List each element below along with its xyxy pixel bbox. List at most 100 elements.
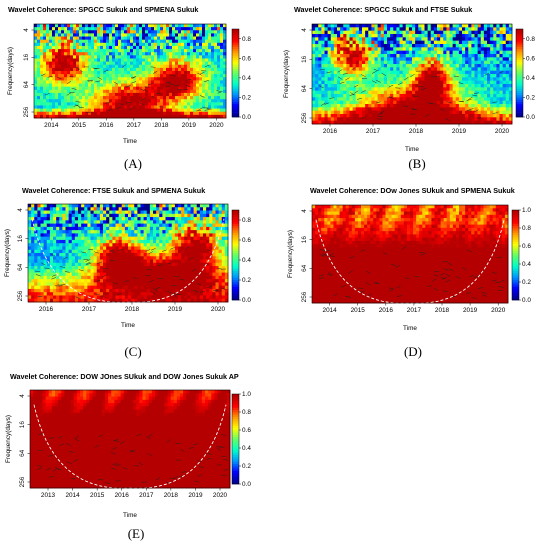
heatmap-cell [196, 243, 201, 247]
heatmap-cell [499, 80, 504, 85]
heatmap-cell [212, 226, 216, 231]
heatmap-cell [103, 39, 107, 44]
heatmap-cell [163, 108, 167, 113]
panel-a: Wavelet Coherence: SPGCC Sukuk and SPMEN… [0, 0, 272, 180]
heatmap-cell [61, 67, 65, 72]
heatmap-cell [81, 230, 85, 234]
heatmap-cell [100, 27, 104, 31]
heatmap-cell [53, 223, 57, 228]
heatmap-cell [181, 86, 185, 91]
heatmap-cell [100, 111, 104, 116]
heatmap-cell [465, 54, 469, 58]
heatmap-cell [209, 217, 213, 221]
heatmap-cell [91, 45, 95, 50]
heatmap-cell [399, 54, 404, 58]
heatmap-cell [70, 58, 74, 62]
heatmap-cell [55, 42, 59, 47]
heatmap-cell [508, 120, 513, 125]
heatmap-cell [40, 24, 44, 28]
heatmap-cell [508, 107, 513, 112]
heatmap-cell [327, 64, 332, 68]
heatmap-cell [383, 37, 388, 42]
heatmap-cell [193, 207, 198, 211]
heatmap-cell [52, 49, 56, 53]
heatmap-cell [496, 100, 500, 105]
heatmap-cell [143, 220, 148, 224]
heatmap-cell [480, 80, 485, 85]
colorbar-A: 0.00.20.40.60.8 [231, 28, 251, 121]
heatmap-cell [205, 30, 209, 34]
heatmap-cell [106, 36, 110, 41]
heatmap-cell [181, 55, 185, 59]
heatmap-cell [169, 99, 173, 103]
heatmap-cell [124, 239, 129, 244]
heatmap-cell [499, 107, 504, 112]
heatmap-cell [440, 64, 444, 68]
heatmap-cell [157, 27, 161, 31]
heatmap-cell [217, 33, 221, 37]
heatmap-cell [28, 236, 32, 241]
phase-arrow [498, 71, 504, 74]
heatmap-cell [471, 60, 475, 65]
heatmap-cell [387, 70, 391, 75]
heatmap-cell [487, 97, 491, 102]
heatmap-cell [315, 120, 319, 125]
heatmap-cell [383, 94, 388, 98]
heatmap-cell [390, 24, 394, 28]
heatmap-cell [202, 61, 206, 66]
heatmap-cell [440, 84, 444, 88]
heatmap-cell [193, 52, 197, 56]
heatmap-cell [355, 84, 360, 88]
heatmap-cell [103, 105, 107, 109]
heatmap-cell [112, 49, 116, 53]
heatmap-cell [112, 99, 116, 103]
heatmap-cell [128, 217, 132, 221]
heatmap-cell [455, 87, 460, 92]
heatmap-cell [209, 213, 213, 218]
heatmap-cell [118, 108, 122, 113]
heatmap-cell [196, 71, 200, 75]
heatmap-cell [146, 220, 151, 224]
heatmap-cell [193, 36, 197, 41]
heatmap-cell [465, 27, 469, 32]
heatmap-cell [121, 39, 125, 44]
heatmap-cell [91, 52, 95, 56]
heatmap-cell [399, 37, 404, 42]
heatmap-cell [145, 24, 149, 28]
heatmap-cell [49, 105, 53, 109]
heatmap-cell [496, 47, 500, 52]
heatmap-cell [94, 30, 98, 34]
heatmap-cell [184, 24, 188, 28]
heatmap-cell [154, 42, 158, 47]
heatmap-cell [91, 49, 95, 53]
heatmap-cell [333, 67, 338, 72]
heatmap-cell [383, 30, 388, 35]
heatmap-cell [346, 27, 350, 32]
heatmap-cell [214, 102, 218, 106]
heatmap-cell [49, 61, 53, 66]
heatmap-cell [402, 70, 407, 75]
heatmap-cell [76, 108, 80, 113]
heatmap-cell [315, 40, 319, 45]
heatmap-cell [193, 96, 197, 100]
heatmap-cell [109, 114, 113, 119]
heatmap-cell [480, 64, 485, 68]
heatmap-cell [68, 246, 73, 251]
heatmap-cell [443, 114, 447, 118]
heatmap-cell [49, 102, 53, 106]
heatmap-cell [49, 30, 53, 34]
heatmap-cell [333, 110, 338, 115]
heatmap-cell [203, 233, 207, 238]
heatmap-cell [181, 114, 185, 119]
heatmap-cell [109, 30, 113, 34]
heatmap-cell [154, 49, 158, 53]
heatmap-cell [455, 30, 460, 35]
heatmap-cell [160, 27, 164, 31]
heatmap-cell [508, 80, 513, 85]
heatmap-cell [224, 233, 229, 238]
heatmap-cell [318, 70, 322, 75]
heatmap-cell [196, 49, 200, 53]
heatmap-cell [124, 24, 128, 28]
heatmap-cell [109, 105, 113, 109]
heatmap-cell [412, 94, 416, 98]
